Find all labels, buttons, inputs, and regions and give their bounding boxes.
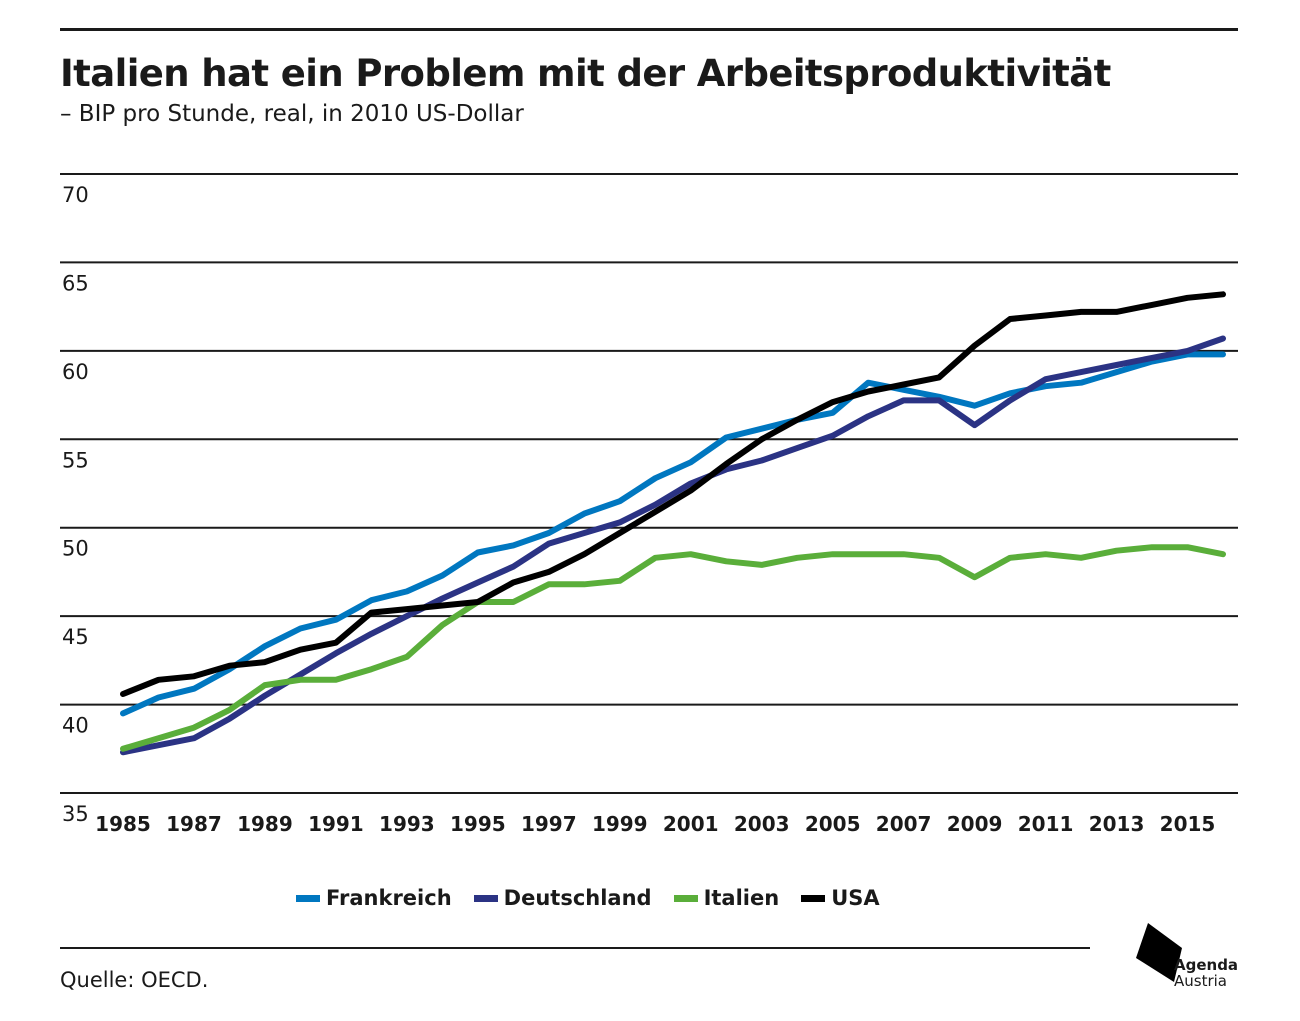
legend-item-deutschland: Deutschland xyxy=(473,886,652,910)
legend-swatch-italien xyxy=(673,894,698,902)
legend-label-frankreich: Frankreich xyxy=(326,886,452,910)
y-tick-label-40: 40 xyxy=(62,714,89,738)
y-tick-label-70: 70 xyxy=(62,183,89,207)
logo-mark-icon xyxy=(1136,923,1182,982)
logo-text-agenda: Agenda xyxy=(1174,956,1239,974)
logo-text-austria: Austria xyxy=(1174,972,1227,990)
x-tick-label-1989: 1989 xyxy=(237,812,293,836)
series-line-deutschland xyxy=(120,335,1226,756)
x-tick-label-2011: 2011 xyxy=(1018,812,1074,836)
series-line-frankreich xyxy=(120,351,1226,717)
legend-label-deutschland: Deutschland xyxy=(503,886,652,910)
x-tick-label-1999: 1999 xyxy=(592,812,648,836)
legend: Frankreich Deutschland Italien USA xyxy=(296,886,880,910)
x-tick-label-1995: 1995 xyxy=(450,812,506,836)
chart-subtitle: – BIP pro Stunde, real, in 2010 US-Dolla… xyxy=(60,101,524,127)
line-chart: 70 65 60 55 50 45 40 35 1985 1987 1989 1991 1993 199… xyxy=(60,173,1238,836)
legend-swatch-usa xyxy=(801,894,826,902)
series-line-usa xyxy=(120,291,1226,697)
x-tick-label-2005: 2005 xyxy=(805,812,861,836)
y-tick-label-60: 60 xyxy=(62,360,89,384)
legend-item-frankreich: Frankreich xyxy=(296,886,452,910)
x-tick-label-2015: 2015 xyxy=(1160,812,1216,836)
agenda-austria-logo xyxy=(1136,923,1182,982)
x-tick-label-2013: 2013 xyxy=(1089,812,1145,836)
series-line-italien xyxy=(120,544,1226,752)
legend-swatch-deutschland xyxy=(473,894,498,902)
y-tick-label-45: 45 xyxy=(62,625,89,649)
y-axis-ticks: 70 65 60 55 50 45 40 35 xyxy=(62,183,89,826)
x-axis-ticks: 1985 1987 1989 1991 1993 1995 1997 1999 2001 2003… xyxy=(95,812,1215,836)
source-note: Quelle: OECD. xyxy=(60,968,209,992)
y-tick-label-65: 65 xyxy=(62,271,89,295)
x-tick-label-2009: 2009 xyxy=(947,812,1003,836)
bottom-rule xyxy=(60,947,1090,949)
chart-title: Italien hat ein Problem mit der Arbeitsp… xyxy=(60,52,1111,95)
x-tick-label-2001: 2001 xyxy=(663,812,719,836)
x-tick-label-1993: 1993 xyxy=(379,812,435,836)
x-tick-label-1985: 1985 xyxy=(95,812,151,836)
x-tick-label-2003: 2003 xyxy=(734,812,790,836)
x-tick-label-1991: 1991 xyxy=(308,812,364,836)
x-tick-label-1987: 1987 xyxy=(166,812,222,836)
series-lines xyxy=(120,291,1226,756)
legend-swatch-frankreich xyxy=(296,894,320,902)
y-tick-label-35: 35 xyxy=(62,802,89,826)
legend-label-usa: USA xyxy=(831,886,880,910)
top-rule xyxy=(60,28,1238,31)
x-tick-label-2007: 2007 xyxy=(876,812,932,836)
y-tick-label-50: 50 xyxy=(62,537,89,561)
x-tick-label-1997: 1997 xyxy=(521,812,577,836)
legend-item-usa: USA xyxy=(801,886,880,910)
legend-item-italien: Italien xyxy=(673,886,780,910)
y-tick-label-55: 55 xyxy=(62,448,89,472)
legend-label-italien: Italien xyxy=(703,886,780,910)
